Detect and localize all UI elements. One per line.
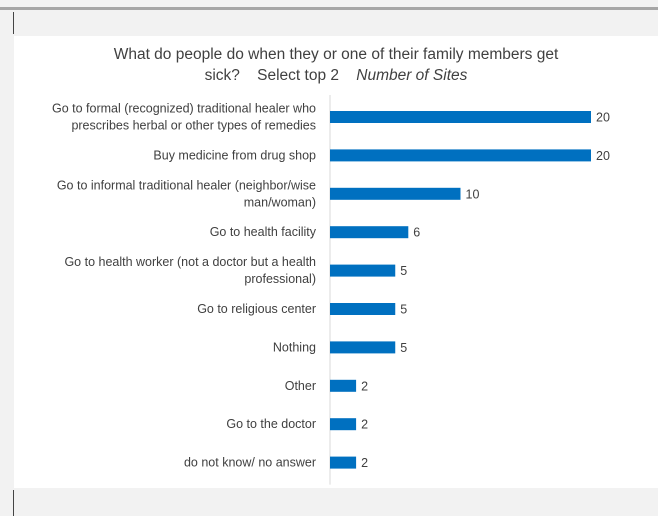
category-label: Other	[285, 379, 316, 393]
category-label: Go to the doctor	[226, 417, 316, 431]
chart-title-line-1: What do people do when they or one of th…	[113, 46, 559, 63]
category-label: Nothing	[273, 340, 316, 354]
bar	[330, 264, 396, 277]
chart-title: What do people do when they or one of th…	[14, 44, 658, 86]
category-label: do not know/ no answer	[184, 456, 316, 470]
data-label: 5	[400, 303, 407, 317]
bar-chart: Go to formal (recognized) traditional he…	[52, 95, 610, 485]
chart-card: What do people do when they or one of th…	[14, 36, 658, 488]
data-label: 2	[361, 456, 368, 470]
chart-title-line-2: sick? Select top 2 Number of Sites	[14, 65, 658, 86]
bottom-left-tick	[13, 490, 14, 516]
data-label: 20	[596, 149, 610, 163]
category-label: Go to religious center	[197, 302, 316, 316]
data-label: 6	[413, 226, 420, 240]
bar	[330, 379, 357, 392]
top-left-tick	[13, 12, 14, 34]
data-label: 2	[361, 418, 368, 432]
chart-title-sick: sick?	[204, 67, 240, 84]
bar	[330, 149, 591, 162]
data-label: 10	[466, 187, 480, 201]
chart-title-units: Number of Sites	[356, 67, 468, 84]
data-label: 5	[400, 264, 407, 278]
bar	[330, 303, 396, 315]
category-label: Go to health facility	[210, 225, 317, 239]
category-label: Buy medicine from drug shop	[153, 148, 316, 162]
chart-title-select: Select top 2	[257, 67, 340, 84]
data-label: 5	[400, 341, 407, 355]
bar	[330, 418, 357, 431]
bar	[330, 456, 357, 469]
data-label: 20	[596, 111, 610, 125]
bar	[330, 111, 591, 123]
bar	[330, 226, 409, 239]
top-border-rule	[0, 7, 658, 10]
category-label: Go to formal (recognized) traditional he…	[52, 102, 316, 133]
bar	[330, 187, 461, 200]
category-label: Go to informal traditional healer (neigh…	[57, 178, 316, 209]
category-label: Go to health worker (not a doctor but a …	[64, 255, 316, 286]
data-label: 2	[361, 379, 368, 393]
bar	[330, 341, 396, 354]
